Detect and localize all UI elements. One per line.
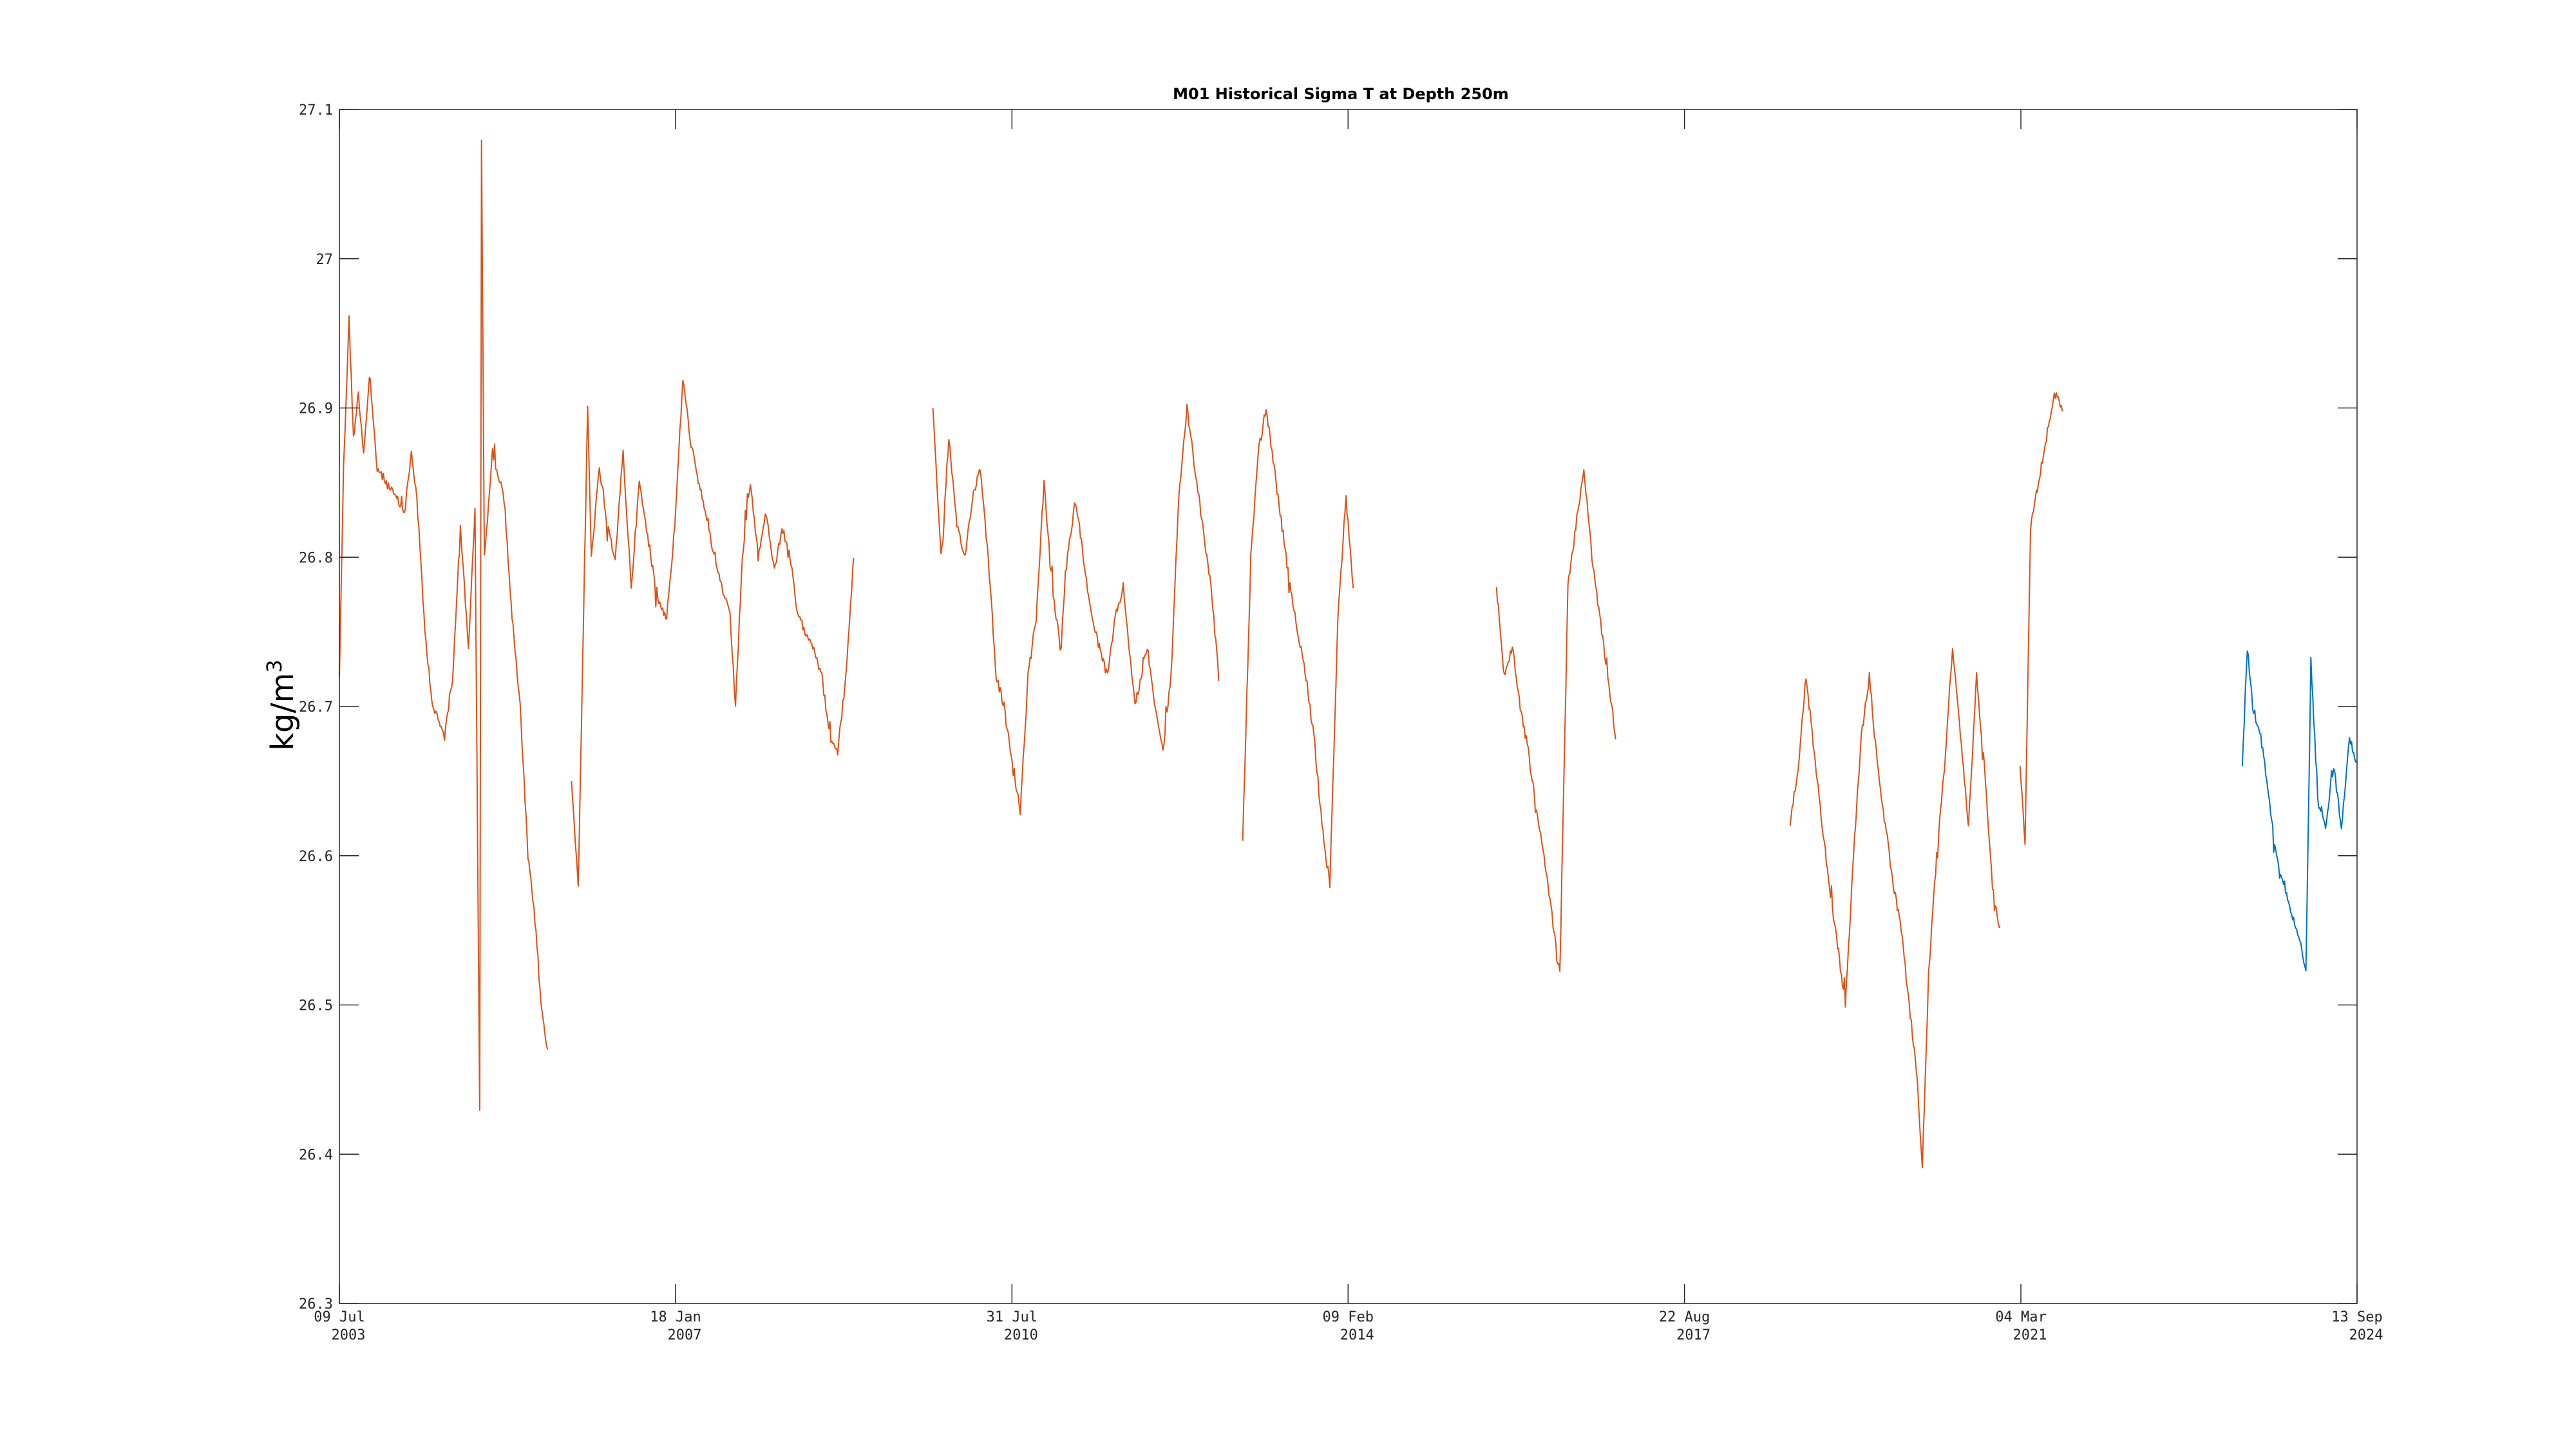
x-tick-label-year: 2007 [667, 1327, 701, 1343]
x-tick-label-year: 2003 [332, 1327, 366, 1343]
x-tick-label-day-month: 18 Jan [650, 1309, 701, 1325]
series-segment [339, 139, 549, 1111]
y-tick-label: 27.1 [299, 102, 333, 118]
y-tick-label: 26.7 [299, 699, 333, 715]
series-recent [2241, 650, 2357, 972]
x-tick-label-day-month: 09 Jul [314, 1309, 365, 1325]
y-tick-label: 26.3 [299, 1296, 333, 1312]
y-tick-label: 26.8 [299, 550, 333, 566]
y-tick-label: 26.6 [299, 849, 333, 865]
y-axis-label: kg/m3 [262, 659, 301, 751]
series-segment [1242, 409, 1354, 889]
axes: 26.3 26.4 26.5 26.6 26.7 26.8 26.9 27 27.1 09 Jul… [299, 102, 2383, 1343]
series-segment [2019, 392, 2063, 846]
x-tick-label-day-month: 13 Sep [2331, 1309, 2382, 1325]
x-tick-label-day-month: 22 Aug [1659, 1309, 1710, 1325]
y-tick-label: 27 [316, 252, 334, 268]
chart-title: M01 Historical Sigma T at Depth 250m [1173, 85, 1509, 103]
y-tick-label: 26.4 [299, 1147, 333, 1163]
series-segment [571, 379, 855, 887]
series-segment [1495, 469, 1616, 972]
series-segment [2241, 650, 2357, 972]
x-tick-label-year: 2017 [1676, 1327, 1710, 1343]
y-tick-label: 26.9 [299, 401, 333, 417]
x-tick-label-year: 2014 [1340, 1327, 1374, 1343]
plot-area [339, 139, 2357, 1169]
x-tick-label-day-month: 09 Feb [1323, 1309, 1374, 1325]
y-axis-label-superscript: 3 [262, 659, 287, 672]
x-tick-label-year: 2024 [2349, 1327, 2383, 1343]
x-tick-label-day-month: 31 Jul [987, 1309, 1037, 1325]
x-tick-label-year: 2010 [1004, 1327, 1038, 1343]
series-historical [339, 139, 2063, 1169]
y-tick-label: 26.5 [299, 998, 333, 1014]
x-tick-label-year: 2021 [2013, 1327, 2047, 1343]
series-segment [1789, 648, 2001, 1169]
x-tick-label-day-month: 04 Mar [1995, 1309, 2046, 1325]
series-segment [932, 404, 1220, 816]
